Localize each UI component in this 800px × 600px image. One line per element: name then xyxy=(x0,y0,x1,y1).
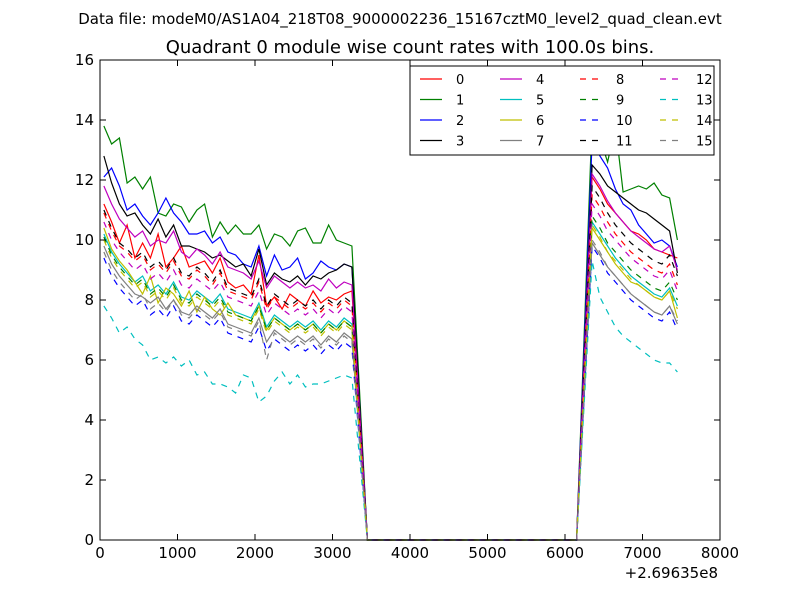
y-tick-label: 12 xyxy=(75,171,94,189)
legend-label: 11 xyxy=(616,135,633,150)
y-tick-label: 8 xyxy=(84,291,94,309)
legend-label: 8 xyxy=(616,73,624,88)
y-tick-label: 16 xyxy=(75,51,94,69)
x-axis-offset-label: +2.69635e8 xyxy=(625,564,718,582)
axes-frame xyxy=(99,59,721,541)
chart-title: Quadrant 0 module wise count rates with … xyxy=(166,37,655,58)
legend-label: 7 xyxy=(536,135,544,150)
x-tick-label: 0 xyxy=(95,544,105,562)
y-tick-label: 10 xyxy=(75,231,94,249)
x-tick-label: 4000 xyxy=(391,544,429,562)
y-tick-label: 6 xyxy=(84,351,94,369)
legend-label: 10 xyxy=(616,114,633,129)
x-tick-label: 1000 xyxy=(158,544,196,562)
legend-label: 5 xyxy=(536,94,544,109)
x-axis: 0 1000 2000 3000 4000 5000 6000 7000 8000 xyxy=(95,60,739,562)
legend-label: 6 xyxy=(536,114,544,129)
legend-label: 0 xyxy=(456,73,464,88)
x-tick-label: 2000 xyxy=(236,544,274,562)
x-tick-label: 7000 xyxy=(623,544,661,562)
y-tick-label: 14 xyxy=(75,111,94,129)
legend-label: 4 xyxy=(536,73,544,88)
x-tick-label: 8000 xyxy=(701,544,739,562)
y-tick-label: 0 xyxy=(84,531,94,549)
suptitle: Data file: modeM0/AS1A04_218T08_90000022… xyxy=(78,10,722,29)
legend-label: 3 xyxy=(456,135,464,150)
legend-label: 12 xyxy=(696,73,713,88)
legend-label: 9 xyxy=(616,94,624,109)
legend-label: 13 xyxy=(696,94,713,109)
legend-label: 14 xyxy=(696,114,713,129)
legend-label: 15 xyxy=(696,135,713,150)
y-tick-label: 4 xyxy=(84,411,94,429)
legend-label: 1 xyxy=(456,94,464,109)
x-tick-label: 5000 xyxy=(468,544,506,562)
legend-label: 2 xyxy=(456,114,464,129)
y-tick-label: 2 xyxy=(84,471,94,489)
x-tick-label: 3000 xyxy=(313,544,351,562)
x-tick-label: 6000 xyxy=(546,544,584,562)
